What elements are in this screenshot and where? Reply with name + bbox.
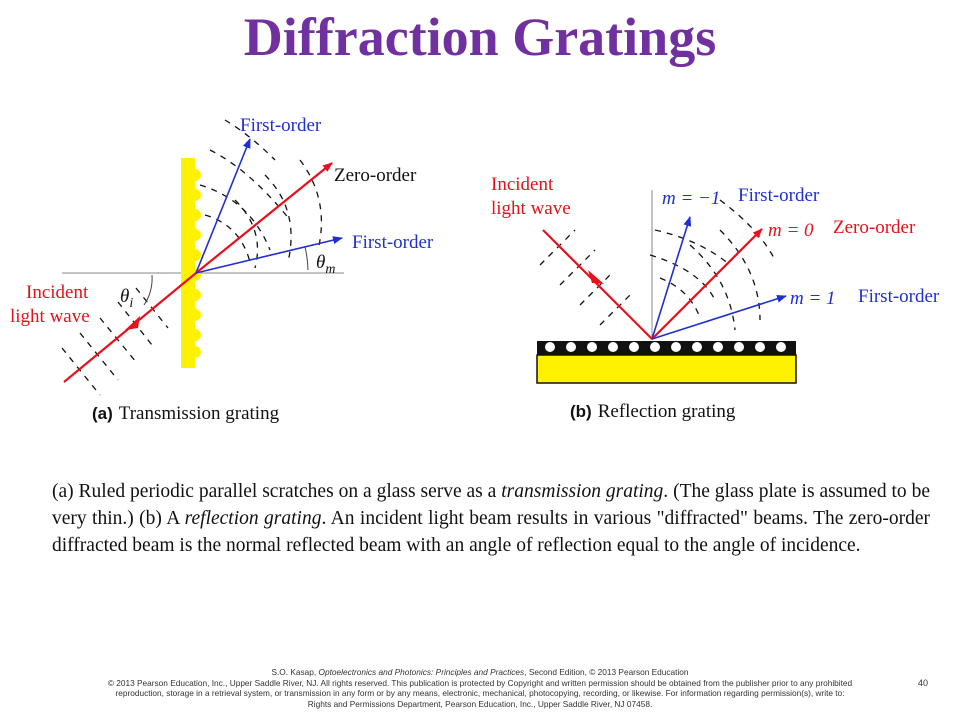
label-m-0: m = 0 — [768, 220, 814, 241]
incident-ray-b — [542, 229, 653, 340]
wavefronts-diffracted-b — [649, 199, 776, 331]
diffraction-figure: First-order Zero-order First-order θm θi… — [10, 115, 940, 424]
wavefronts-incident-b — [539, 229, 631, 326]
label-first-order-top-a: First-order — [240, 115, 322, 136]
footer-citation: S.O. Kasap, Optoelectronics and Photonic… — [271, 667, 689, 677]
first-order-ray-up-a — [195, 138, 251, 274]
reflection-grating-diagram: Incident light wave m = −1 First-order m… — [491, 174, 940, 422]
grating-block-b — [536, 341, 797, 384]
label-zero-order-a: Zero-order — [334, 165, 417, 186]
grating-plate-a — [181, 158, 201, 368]
footer-line-2: © 2013 Pearson Education, Inc., Upper Sa… — [107, 677, 853, 688]
wavefronts-diffracted-a — [199, 119, 323, 269]
label-zero-order-b: Zero-order — [833, 217, 916, 238]
footer-line-4: Rights and Permissions Department, Pears… — [307, 698, 653, 709]
transmission-grating-diagram: First-order Zero-order First-order θm θi… — [10, 115, 434, 424]
label-incident-line1-a: Incident — [26, 282, 89, 303]
label-m-neg1: m = −1 — [662, 188, 720, 209]
label-theta-i: θi — [120, 286, 133, 311]
label-m-1: m = 1 — [790, 288, 836, 309]
first-order-ray-up-b — [651, 216, 692, 340]
first-order-ray-right-b — [651, 294, 787, 340]
caption-a: (a) Transmission grating — [92, 403, 280, 424]
caption-b: (b) Reflection grating — [570, 401, 736, 422]
label-incident-line2-b: light wave — [491, 198, 571, 219]
label-first-order-right-a: First-order — [352, 232, 434, 253]
footer-line-3: reproduction, storage in a retrieval sys… — [115, 688, 845, 698]
page-title: Diffraction Gratings — [243, 7, 717, 67]
label-first-order-top-b: First-order — [738, 185, 820, 206]
theta-i-arc — [143, 274, 153, 306]
label-incident-line1-b: Incident — [491, 174, 554, 195]
copyright-footer: S.O. Kasap, Optoelectronics and Photonic… — [0, 667, 960, 709]
zero-order-ray-b — [651, 228, 763, 340]
incident-arrowhead-a — [125, 316, 140, 330]
incident-arrowhead-b — [588, 270, 604, 284]
theta-m-arc — [304, 246, 309, 271]
page-number: 40 — [918, 678, 929, 688]
label-incident-line2-a: light wave — [10, 306, 90, 327]
wavefronts-incident-a — [61, 287, 169, 396]
figure-caption: (a) Ruled periodic parallel scratches on… — [52, 481, 930, 556]
label-theta-m: θm — [316, 252, 335, 277]
zero-order-ray-a — [195, 162, 333, 274]
label-first-order-right-b: First-order — [858, 286, 940, 307]
first-order-ray-right-a — [195, 236, 343, 274]
